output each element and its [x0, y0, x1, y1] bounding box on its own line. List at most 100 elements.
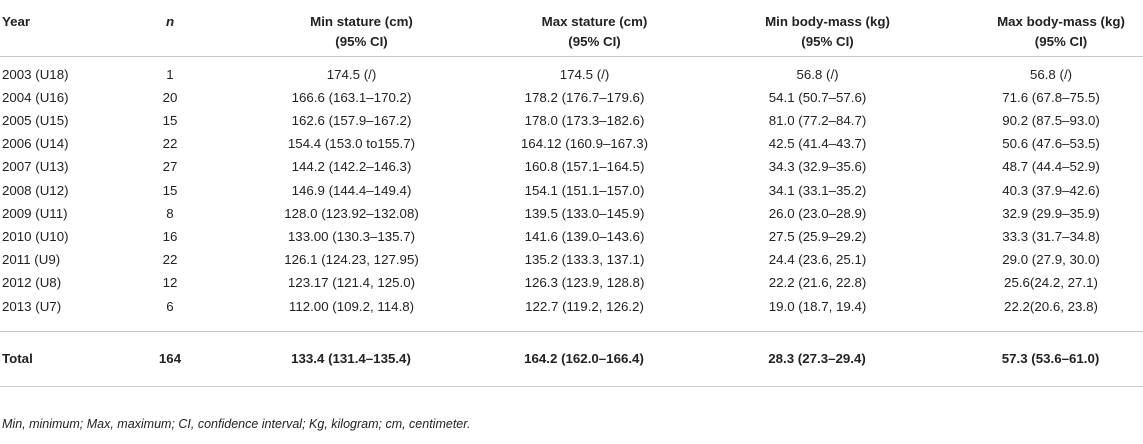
header-max-mass-line2: (95% CI) — [1034, 34, 1088, 49]
header-min-stature: Min stature (cm) (95% CI) — [210, 0, 443, 57]
row-year: 2006 (U14) — [2, 136, 69, 152]
header-year: Year — [0, 0, 130, 57]
row-year: 2010 (U10) — [2, 228, 69, 244]
row-max-stature: 154.1 (151.1–157.0) — [524, 182, 645, 198]
row-max-stature: 164.12 (160.9–167.3) — [520, 136, 649, 152]
row-max-mass: 29.0 (27.9, 30.0) — [1002, 252, 1100, 268]
row-year: 2007 (U13) — [2, 159, 69, 175]
row-min-stature: 112.00 (109.2, 114.8) — [288, 298, 415, 314]
table-row: 2005 (U15) 15 162.6 (157.9–167.2) 178.0 (17… — [0, 109, 1143, 132]
row-min-mass: 56.8 (/) — [796, 66, 839, 82]
row-min-mass: 27.5 (25.9–29.2) — [768, 228, 867, 244]
table-row: 2012 (U8) 12 123.17 (121.4, 125.0) 126.3 (1… — [0, 271, 1143, 294]
total-row: Total 164 133.4 (131.4–135.4) 164.2 (162… — [0, 330, 1143, 387]
table-footer: Total 164 133.4 (131.4–135.4) 164.2 (162… — [0, 330, 1143, 387]
row-min-mass: 24.4 (23.6, 25.1) — [768, 252, 867, 268]
row-max-mass: 56.8 (/) — [1029, 66, 1073, 82]
total-max-mass: 57.3 (53.6–61.0) — [909, 330, 1143, 387]
header-max-mass-line1: Max body-mass (kg) — [997, 14, 1125, 29]
row-n: 1 — [166, 66, 174, 82]
row-max-stature: 126.3 (123.9, 128.8) — [524, 275, 645, 291]
header-min-mass-line1: Min body-mass (kg) — [765, 14, 890, 29]
row-max-stature: 141.6 (139.0–143.6) — [524, 228, 645, 244]
row-max-mass: 32.9 (29.9–35.9) — [1002, 205, 1100, 221]
row-n: 12 — [162, 275, 178, 291]
row-min-mass: 34.1 (33.1–35.2) — [768, 182, 867, 198]
row-max-mass: 25.6(24.2, 27.1) — [1004, 275, 1098, 291]
row-min-mass: 34.3 (32.9–35.6) — [768, 159, 867, 175]
table-footnote: Min, minimum; Max, maximum; CI, confiden… — [2, 417, 471, 431]
table-row: 2008 (U12) 15 146.9 (144.4–149.4) 154.1 (15… — [0, 179, 1143, 202]
row-min-mass: 42.5 (41.4–43.7) — [768, 136, 867, 152]
header-max-mass: Max body-mass (kg) (95% CI) — [909, 0, 1143, 57]
row-year: 2009 (U11) — [2, 205, 68, 221]
row-min-stature: 126.1 (124.23, 127.95) — [284, 252, 419, 268]
table-row: 2006 (U14) 22 154.4 (153.0 to155.7) 164.12 … — [0, 132, 1143, 155]
row-max-mass: 33.3 (31.7–34.8) — [1002, 228, 1100, 244]
row-n: 6 — [166, 298, 174, 314]
row-min-stature: 166.6 (163.1–170.2) — [291, 89, 412, 105]
row-n: 15 — [162, 112, 178, 128]
row-year: 2005 (U15) — [2, 112, 69, 128]
table-row: 2004 (U16) 20 166.6 (163.1–170.2) 178.2 (17… — [0, 86, 1143, 109]
row-year: 2013 (U7) — [2, 298, 62, 314]
row-n: 8 — [166, 205, 174, 221]
row-min-stature: 154.4 (153.0 to155.7) — [287, 136, 416, 152]
total-min-mass: 28.3 (27.3–29.4) — [676, 330, 909, 387]
row-max-stature: 160.8 (157.1–164.5) — [524, 159, 645, 175]
table-row: 2009 (U11) 8 128.0 (123.92–132.08) 139.5 (1… — [0, 202, 1143, 225]
total-year: Total — [0, 330, 130, 387]
table-row: 2011 (U9) 22 126.1 (124.23, 127.95) 135.2 (… — [0, 248, 1143, 271]
table-body: 2003 (U18) 1 174.5 (/) 174.5 (/) 56.8 (/) 56.… — [0, 56, 1143, 331]
row-n: 20 — [162, 89, 178, 105]
row-max-stature: 122.7 (119.2, 126.2) — [525, 298, 644, 314]
header-max-stature-line2: (95% CI) — [568, 34, 621, 49]
header-min-mass: Min body-mass (kg) (95% CI) — [676, 0, 909, 57]
row-min-stature: 162.6 (157.9–167.2) — [291, 112, 412, 128]
row-n: 22 — [162, 136, 178, 152]
row-max-mass: 50.6 (47.6–53.5) — [1002, 136, 1100, 152]
table-row: 2007 (U13) 27 144.2 (142.2–146.3) 160.8 (15… — [0, 155, 1143, 178]
row-min-stature: 133.00 (130.3–135.7) — [287, 228, 416, 244]
total-min-stature: 133.4 (131.4–135.4) — [210, 330, 443, 387]
row-max-mass: 90.2 (87.5–93.0) — [1002, 112, 1100, 128]
table-header: Year n Min stature (cm) (95% CI) Max sta… — [0, 0, 1143, 57]
row-n: 15 — [162, 182, 178, 198]
row-min-stature: 146.9 (144.4–149.4) — [291, 182, 412, 198]
spacer-cell — [0, 318, 1143, 332]
table-row: 2010 (U10) 16 133.00 (130.3–135.7) 141.6 (1… — [0, 225, 1143, 248]
row-year: 2008 (U12) — [2, 182, 69, 198]
total-n: 164 — [130, 330, 210, 387]
row-min-mass: 26.0 (23.0–28.9) — [768, 205, 867, 221]
row-min-mass: 19.0 (18.7, 19.4) — [768, 298, 867, 314]
row-min-stature: 174.5 (/) — [326, 66, 377, 82]
row-max-mass: 40.3 (37.9–42.6) — [1002, 182, 1100, 198]
row-min-mass: 54.1 (50.7–57.6) — [768, 89, 867, 105]
header-max-stature-line1: Max stature (cm) — [541, 14, 648, 29]
row-max-stature: 178.0 (173.3–182.6) — [524, 112, 645, 128]
row-n: 16 — [162, 228, 178, 244]
row-max-stature: 178.2 (176.7–179.6) — [524, 89, 645, 105]
row-min-stature: 128.0 (123.92–132.08) — [284, 205, 419, 221]
row-max-mass: 71.6 (67.8–75.5) — [1002, 89, 1100, 105]
row-n: 27 — [162, 159, 178, 175]
row-max-mass: 22.2(20.6, 23.8) — [1004, 298, 1098, 314]
row-year: 2012 (U8) — [2, 275, 62, 291]
header-min-mass-line2: (95% CI) — [801, 34, 854, 49]
row-max-mass: 48.7 (44.4–52.9) — [1002, 159, 1100, 175]
row-year: 2011 (U9) — [2, 252, 61, 268]
row-min-mass: 81.0 (77.2–84.7) — [768, 112, 867, 128]
table-row: 2013 (U7) 6 112.00 (109.2, 114.8) 122.7 (11… — [0, 295, 1143, 318]
row-year: 2004 (U16) — [2, 89, 69, 105]
header-n: n — [130, 0, 210, 57]
spacer-row — [0, 318, 1143, 332]
row-max-stature: 139.5 (133.0–145.9) — [524, 205, 645, 221]
row-year: 2003 (U18) — [2, 66, 69, 82]
header-min-stature-line1: Min stature (cm) — [310, 14, 413, 29]
row-max-stature: 135.2 (133.3, 137.1) — [524, 252, 645, 268]
total-max-stature: 164.2 (162.0–166.4) — [443, 330, 676, 387]
data-table: Year n Min stature (cm) (95% CI) Max sta… — [0, 0, 1143, 387]
header-min-stature-line2: (95% CI) — [335, 34, 388, 49]
row-min-stature: 144.2 (142.2–146.3) — [291, 159, 412, 175]
